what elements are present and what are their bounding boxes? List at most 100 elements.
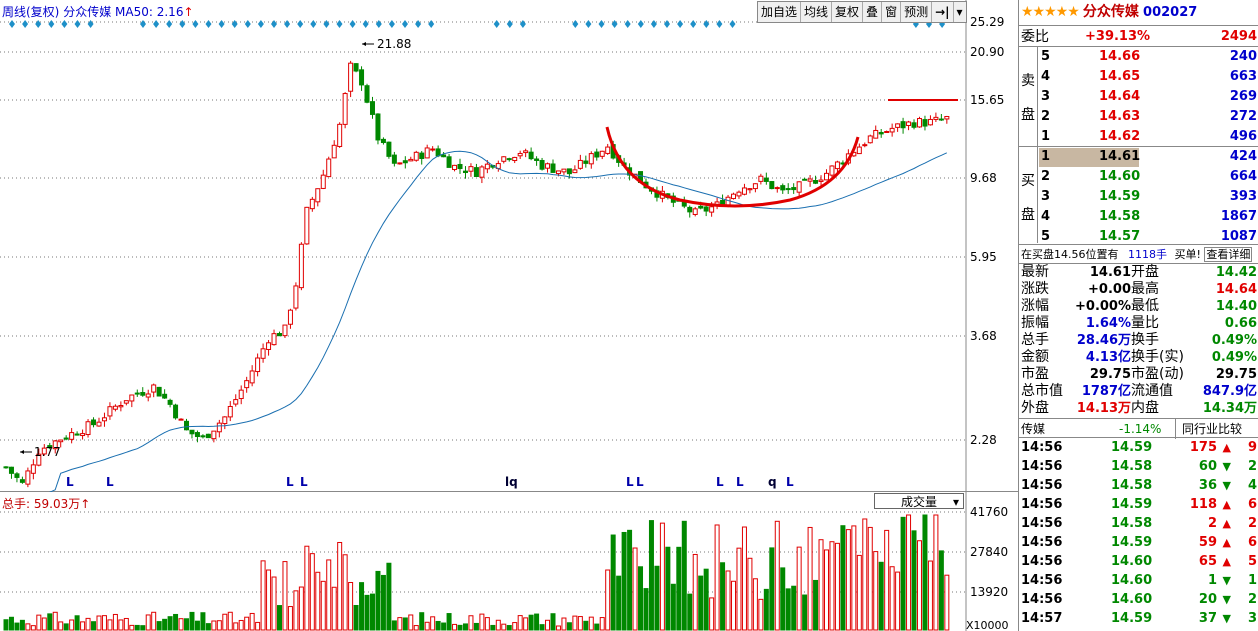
candle-body	[774, 187, 780, 190]
trade-count: 2	[1247, 516, 1257, 531]
volume-bar	[692, 553, 698, 631]
volume-bar	[813, 579, 819, 631]
window-button[interactable]: 窗	[882, 2, 902, 22]
candle-body	[266, 342, 272, 350]
candle-body	[430, 148, 436, 151]
sell-volume: 269	[1229, 89, 1257, 104]
diamond-marker-icon	[388, 20, 395, 28]
stat-label: 最新	[1021, 264, 1049, 280]
signal-marker: q	[768, 475, 777, 489]
candle-body	[802, 178, 808, 181]
volume-chart[interactable]: 41760 27840 13920 X10000	[0, 492, 1018, 631]
diamond-marker-icon	[48, 20, 55, 28]
candle-body	[255, 357, 261, 373]
diamond-marker-icon	[677, 20, 684, 28]
price-chart[interactable]: 25.29 20.90 15.65 9.68 5.95 3.68 2.28 21.88 1.77…	[0, 0, 1018, 492]
buy-price: 14.59	[1099, 189, 1141, 204]
volume-bar	[424, 621, 430, 631]
candle-body	[304, 206, 310, 245]
candle-body	[184, 420, 190, 431]
candle-body	[512, 156, 518, 162]
diamond-marker-icon	[205, 20, 212, 28]
stat-label: 市盈	[1021, 366, 1049, 382]
candle-body	[222, 416, 228, 425]
candle-body	[577, 159, 583, 169]
volume-bar	[380, 574, 386, 631]
overlay-button[interactable]: 叠	[863, 2, 883, 22]
nav-end-icon[interactable]: →|	[932, 2, 954, 22]
volume-bar	[720, 562, 726, 631]
volume-bar	[435, 620, 441, 631]
volume-bar	[462, 623, 468, 631]
candle-body	[419, 152, 425, 160]
low-price-label: 1.77	[34, 445, 61, 459]
volume-axis-label: 41760	[970, 505, 1008, 519]
volume-bar	[791, 585, 797, 631]
volume-bar	[545, 619, 551, 631]
diamond-marker-icon	[650, 20, 657, 28]
candle-body	[369, 101, 375, 115]
candle-body	[282, 324, 288, 337]
trade-row: 14:56 14.58 36 ▼ 4	[1019, 476, 1258, 495]
trade-time: 14:56	[1021, 459, 1063, 474]
trade-volume: 60	[1198, 459, 1217, 474]
add-watchlist-button[interactable]: 加自选	[758, 2, 802, 22]
price-axis-label: 9.68	[970, 171, 997, 185]
stat-row: 涨幅 +0.00% 最低 14.40	[1019, 298, 1258, 315]
trade-time: 14:56	[1021, 497, 1063, 512]
stat-label: 最高	[1131, 281, 1159, 297]
volume-bar	[41, 617, 47, 631]
adjust-button[interactable]: 复权	[832, 2, 864, 22]
candle-body	[834, 161, 840, 170]
candle-body	[41, 447, 47, 455]
volume-bar	[588, 616, 594, 631]
trade-volume: 37	[1198, 611, 1217, 626]
volume-bar	[758, 598, 764, 631]
sell-level: 5	[1041, 49, 1051, 64]
volume-bar	[123, 617, 129, 631]
stat-value: 847.9亿	[1202, 384, 1257, 399]
price-axis-label: 25.29	[970, 15, 1004, 29]
volume-bar	[25, 623, 31, 631]
stat-label: 最低	[1131, 298, 1159, 314]
candle-body	[331, 144, 337, 159]
diamond-marker-icon	[74, 20, 81, 28]
diamond-marker-icon	[231, 20, 238, 28]
volume-bar	[337, 541, 343, 631]
volume-bar	[676, 546, 682, 631]
volume-bar	[495, 619, 501, 631]
diamond-marker-icon	[271, 20, 277, 28]
price-axis-label: 20.90	[970, 45, 1004, 59]
candle-body	[501, 156, 507, 162]
candle-body	[156, 386, 162, 397]
buy-row: 3 14.59 393	[1019, 187, 1258, 207]
candle-body	[818, 179, 824, 182]
volume-bar	[74, 615, 80, 631]
volume-bar	[260, 560, 266, 631]
diamond-marker-icon	[572, 20, 579, 28]
diamond-marker-icon	[179, 20, 186, 28]
up-arrow-icon: ▲	[1222, 517, 1231, 530]
low-arrow-icon	[20, 450, 24, 454]
trade-count: 3	[1247, 611, 1257, 626]
volume-bar	[304, 545, 310, 631]
trade-price: 14.59	[1111, 535, 1153, 550]
rating-stars-icon: ★★★★★	[1021, 4, 1080, 20]
candle-body	[807, 178, 813, 182]
forecast-button[interactable]: 预测	[901, 2, 933, 22]
volume-bar	[517, 615, 523, 631]
view-detail-button[interactable]: 查看详细	[1204, 247, 1253, 262]
stat-row: 总手 28.46万 换手 0.49%	[1019, 332, 1258, 349]
candle-body	[162, 393, 168, 399]
candle-body	[271, 333, 277, 346]
industry-compare-button[interactable]: 同行业比较	[1175, 419, 1242, 439]
volume-bar	[944, 574, 950, 631]
indicator-select[interactable]: 成交量 ▾	[874, 493, 964, 509]
candle-body	[769, 181, 775, 190]
volume-axis-label: 13920	[970, 585, 1008, 599]
trade-count: 2	[1247, 459, 1257, 474]
diamond-marker-icon	[297, 20, 304, 28]
menu-dropdown-icon[interactable]: ▾	[956, 5, 963, 19]
stat-label: 涨跌	[1021, 281, 1049, 297]
ma-button[interactable]: 均线	[801, 2, 833, 22]
